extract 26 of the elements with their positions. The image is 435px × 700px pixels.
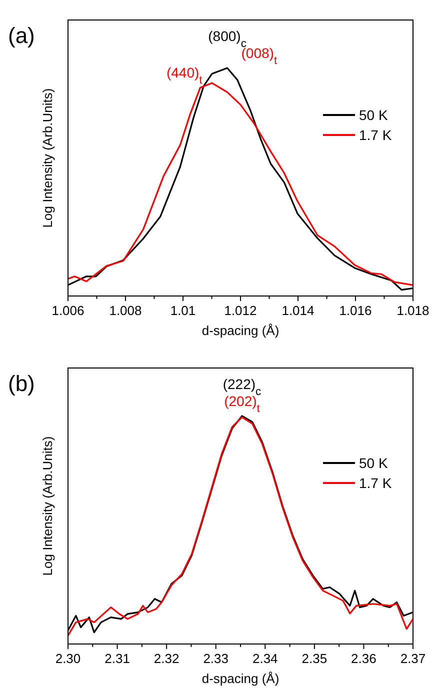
x-tick-label: 2.33 — [203, 651, 229, 666]
x-tick-label: 1.018 — [396, 303, 430, 318]
annotation: (440)$_{t}$ — [166, 64, 204, 87]
legend-label: 50 K — [359, 107, 388, 123]
x-tick-label: 1.006 — [52, 303, 84, 318]
chart-title: (a) — [8, 23, 35, 48]
x-tick-label: 1.01 — [170, 303, 196, 318]
legend-label: 1.7 K — [359, 475, 392, 491]
x-axis-title: d-spacing (Å) — [202, 323, 280, 338]
x-tick-label: 2.36 — [351, 651, 376, 666]
y-axis-title: Log Intensity (Arb.Units) — [40, 88, 55, 228]
x-axis-title: d-spacing (Å) — [202, 671, 280, 686]
x-tick-label: 1.012 — [224, 303, 257, 318]
legend-label: 1.7 K — [359, 127, 392, 143]
chart-title: (b) — [8, 371, 35, 396]
x-tick-label: 2.37 — [400, 651, 426, 666]
x-tick-label: 1.014 — [282, 303, 314, 318]
x-tick-label: 2.32 — [154, 651, 180, 666]
y-axis-title: Log Intensity (Arb.Units) — [40, 436, 55, 576]
legend-label: 50 K — [359, 455, 388, 471]
x-tick-label: 2.31 — [104, 651, 130, 666]
x-tick-label: 1.016 — [339, 303, 372, 318]
x-tick-label: 2.34 — [252, 651, 278, 666]
x-tick-label: 1.008 — [109, 303, 142, 318]
x-tick-label: 2.30 — [55, 651, 81, 666]
x-tick-label: 2.35 — [302, 651, 328, 666]
